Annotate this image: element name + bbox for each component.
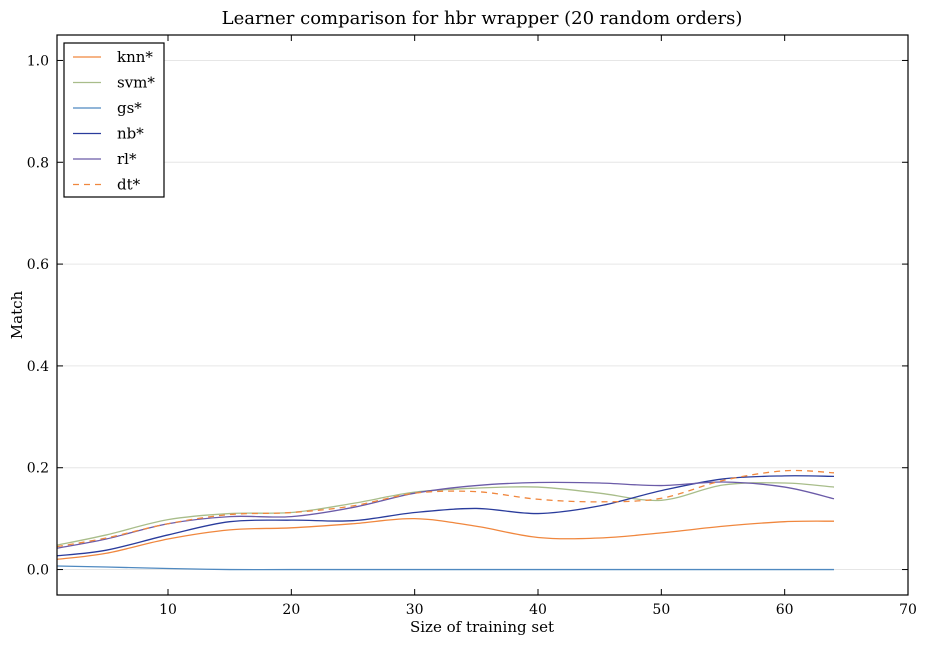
y-axis-label: Match bbox=[8, 290, 26, 339]
series-line-dt bbox=[56, 469, 835, 548]
plot-frame bbox=[56, 34, 909, 596]
series-line-nb bbox=[56, 475, 835, 557]
x-tick-label: 30 bbox=[406, 602, 424, 618]
x-axis-label: Size of training set bbox=[410, 618, 554, 636]
y-tick-label: 0.6 bbox=[27, 257, 49, 273]
x-tick-label: 50 bbox=[652, 602, 670, 618]
legend-items: knn* svm* gs* nb* rl* dt* bbox=[73, 48, 155, 194]
series-line-rl bbox=[56, 481, 835, 549]
x-tick-label: 60 bbox=[776, 602, 794, 618]
series-line-knn bbox=[56, 517, 835, 561]
legend-label-svm: svm* bbox=[117, 74, 155, 92]
series-layer bbox=[56, 469, 835, 571]
x-tick-label: 10 bbox=[159, 602, 177, 618]
x-tick-label: 70 bbox=[899, 602, 917, 618]
legend-box bbox=[63, 42, 165, 198]
grid-layer bbox=[57, 59, 908, 571]
series-line-svm bbox=[56, 482, 835, 546]
y-tick-label: 0.2 bbox=[27, 461, 49, 477]
y-tick-label: 0.0 bbox=[27, 563, 49, 579]
x-tick-label: 20 bbox=[282, 602, 300, 618]
legend-label-knn: knn* bbox=[117, 48, 153, 66]
y-tick-label: 0.4 bbox=[27, 359, 49, 375]
x-tick-label: 40 bbox=[529, 602, 547, 618]
legend-label-nb: nb* bbox=[117, 125, 144, 143]
legend: knn* svm* gs* nb* rl* dt* bbox=[63, 42, 165, 198]
legend-label-dt: dt* bbox=[117, 176, 141, 194]
chart-title: Learner comparison for hbr wrapper (20 r… bbox=[222, 8, 743, 29]
y-tick-label: 1.0 bbox=[27, 53, 49, 69]
legend-label-gs: gs* bbox=[117, 99, 142, 117]
tick-layer: 0.0 0.2 0.4 0.6 0.8 1.0 10 20 30 40 50 60 70 bbox=[27, 35, 917, 618]
legend-label-rl: rl* bbox=[117, 150, 137, 168]
y-tick-label: 0.8 bbox=[27, 155, 49, 171]
series-line-gs bbox=[56, 565, 834, 571]
